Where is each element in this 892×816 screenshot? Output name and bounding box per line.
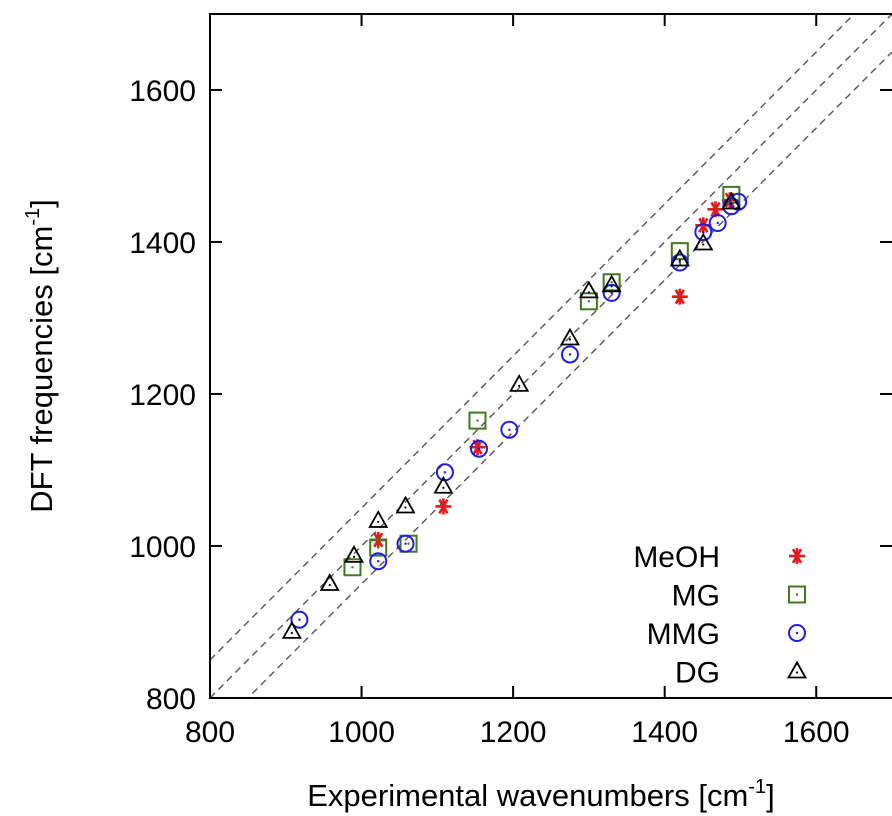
x-tick-label: 1200: [480, 716, 547, 749]
point-dg: [509, 374, 530, 392]
point-dg: [578, 280, 599, 299]
point-mg: [468, 411, 487, 430]
point-mmg: [290, 610, 309, 629]
series-mg: [343, 185, 741, 577]
point-dg: [693, 232, 714, 251]
legend: MeOH MG MMG DG: [633, 541, 808, 690]
series-meoh: [370, 192, 738, 548]
point-meoh: [435, 498, 452, 515]
legend-marker-mg: [788, 585, 806, 604]
legend-label-mg: MG: [672, 580, 720, 613]
y-tick-label: 1600: [129, 75, 196, 108]
point-mmg: [470, 439, 489, 458]
x-tick-label: 1600: [783, 716, 850, 749]
data-points: [281, 185, 748, 639]
point-dg: [395, 495, 416, 514]
tick-labels: 800 1000 1200 1400 1600 800 1000 1200 1400 1600: [129, 75, 849, 749]
reference-line-2: [246, 51, 892, 698]
point-mmg: [435, 463, 454, 482]
point-dg: [368, 510, 389, 528]
legend-marker-mmg: [788, 624, 806, 642]
plot-frame: [209, 13, 892, 699]
point-dg: [721, 191, 742, 210]
y-tick-label: 1400: [129, 227, 196, 260]
point-mmg: [396, 534, 415, 553]
x-tick-label: 800: [185, 716, 235, 749]
point-mg: [579, 292, 598, 311]
series-dg: [281, 191, 742, 639]
y-tick-label: 800: [146, 683, 196, 716]
legend-marker-meoh: [789, 548, 805, 564]
x-axis-title: Experimental wavenumbers [cm-1]: [307, 776, 774, 813]
point-mmg: [670, 253, 689, 272]
reference-lines: [210, 14, 892, 698]
point-dg: [281, 621, 302, 639]
point-meoh: [671, 288, 688, 305]
point-mg: [602, 273, 621, 292]
legend-label-mmg: MMG: [647, 618, 720, 651]
point-mmg: [560, 345, 579, 364]
point-mmg: [500, 420, 519, 439]
point-dg: [601, 274, 622, 293]
y-axis-title: DFT frequencies [cm-1]: [22, 199, 59, 513]
point-mmg: [694, 223, 713, 242]
point-mmg: [369, 552, 388, 571]
x-tick-label: 1000: [328, 716, 395, 749]
point-dg: [669, 248, 690, 267]
legend-label-dg: DG: [675, 657, 720, 690]
point-mg: [343, 558, 362, 577]
point-dg: [433, 475, 454, 494]
point-dg: [319, 573, 340, 591]
reference-line-0: [210, 14, 856, 661]
x-tick-label: 1400: [631, 716, 698, 749]
point-dg: [559, 327, 580, 346]
y-tick-label: 1200: [129, 379, 196, 412]
point-mmg: [708, 214, 727, 232]
legend-label-meoh: MeOH: [633, 541, 720, 574]
legend-marker-dg: [786, 660, 808, 679]
point-mg: [369, 538, 388, 557]
point-dg: [343, 545, 365, 563]
point-mmg: [729, 192, 748, 211]
point-mmg: [602, 283, 621, 302]
y-tick-label: 1000: [129, 531, 196, 564]
